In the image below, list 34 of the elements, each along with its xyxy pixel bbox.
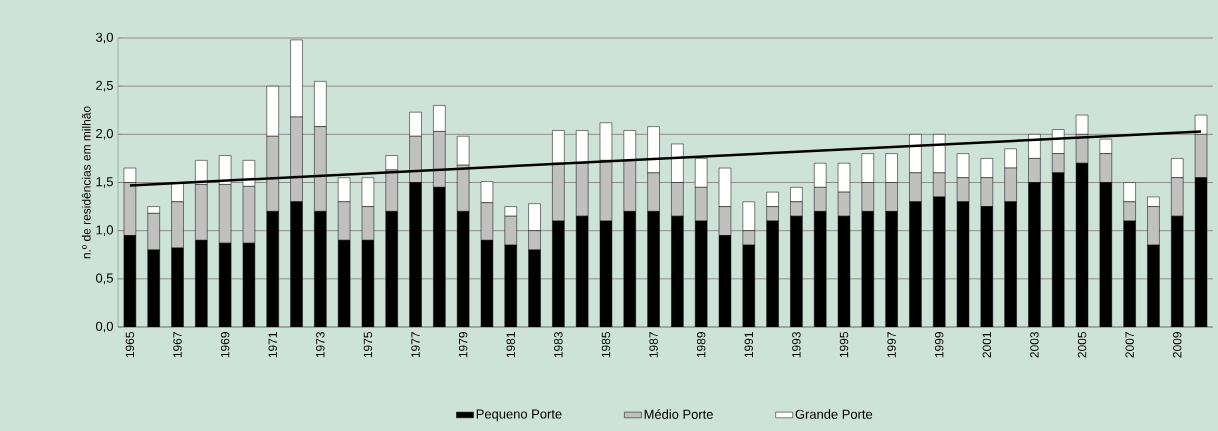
x-tick-label: 1965	[125, 332, 135, 358]
x-tick-label: 1977	[411, 332, 420, 358]
x-tick-label: 1981	[506, 332, 515, 358]
x-tick-label: 1993	[792, 332, 801, 358]
x-tick-label: 1995	[839, 332, 849, 358]
x-tick-label: 1999	[934, 332, 944, 358]
x-tick-label: 1979	[458, 332, 468, 358]
x-tick-label: 2003	[1030, 332, 1039, 358]
x-tick-label: 1969	[220, 332, 230, 358]
x-tick-label: 2009	[1173, 332, 1182, 358]
x-tick-label: 1985	[601, 332, 611, 358]
x-tick-label: 1973	[316, 332, 325, 358]
y-tick-label: 2,5	[96, 80, 113, 92]
y-tick-label: 0,5	[95, 273, 113, 285]
x-tick-label: 1983	[554, 332, 563, 358]
legend-label: Pequeno Porte	[476, 409, 562, 422]
y-tick-label: 1,0	[96, 225, 113, 237]
y-tick-label: 2,0	[96, 128, 113, 140]
x-tick-label: 1971	[268, 332, 277, 358]
y-tick-label: 1,5	[96, 177, 113, 188]
x-tick-label: 2007	[1125, 332, 1134, 358]
y-tick-label: 0,0	[95, 321, 113, 333]
y-axis-title: n.º de residências em milhão	[81, 106, 91, 259]
x-tick-label: 1997	[887, 332, 896, 358]
x-tick-label: 1989	[696, 332, 706, 358]
legend-label: Grande Porte	[795, 409, 873, 419]
x-tick-label: 1975	[363, 332, 373, 358]
x-tick-label: 2001	[982, 332, 992, 358]
x-tick-label: 1987	[649, 332, 658, 358]
x-tick-label: 1991	[744, 332, 754, 358]
legend-label: Médio Porte	[644, 409, 713, 419]
y-tick-label: 3,0	[95, 32, 113, 44]
x-tick-label: 2005	[1077, 332, 1087, 358]
x-tick-label: 1967	[173, 332, 182, 358]
